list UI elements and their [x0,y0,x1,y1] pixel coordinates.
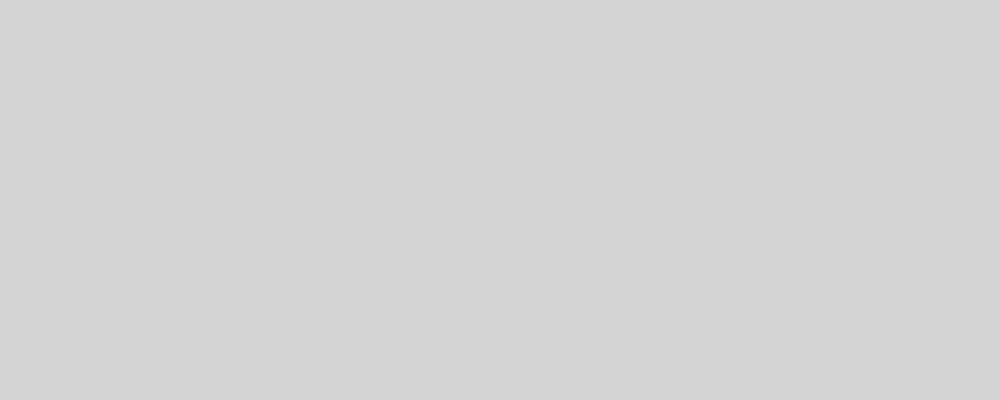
4-ohm [909,34,921,38]
8-ohm [248,256,260,261]
8-ohm [109,225,121,230]
Legend: 2-ohm, 4-ohm, 8-ohm: 2-ohm, 4-ohm, 8-ohm [121,42,199,89]
2-ohm [652,318,664,323]
Line: 4-ohm: 4-ohm [115,36,915,344]
2-ohm [909,241,921,246]
4-ohm [200,236,212,240]
8-ohm [656,351,668,356]
4-ohm [450,290,462,294]
8-ohm [200,245,212,250]
X-axis label: Output Power [W]: Output Power [W] [444,367,586,381]
2-ohm [200,222,212,226]
8-ohm [894,55,906,60]
Line: 2-ohm: 2-ohm [115,204,915,320]
2-ohm [894,264,906,269]
2-ohm [807,310,819,315]
4-ohm [894,64,906,68]
4-ohm [807,328,819,333]
Title: THD+N vs. Output Power @ f=1kHz: THD+N vs. Output Power @ f=1kHz [391,18,639,32]
8-ohm [450,301,462,306]
2-ohm [416,268,428,272]
8-ohm [807,346,819,350]
2-ohm [248,232,260,236]
4-ohm [899,34,911,38]
2-ohm [109,202,121,207]
8-ohm [909,34,921,38]
4-ohm [248,246,260,251]
4-ohm [823,341,835,346]
8-ohm [416,293,428,298]
4-ohm [109,216,121,221]
Line: 8-ohm: 8-ohm [115,36,915,353]
4-ohm [416,282,428,287]
8-ohm [899,34,911,38]
2-ohm [450,275,462,280]
